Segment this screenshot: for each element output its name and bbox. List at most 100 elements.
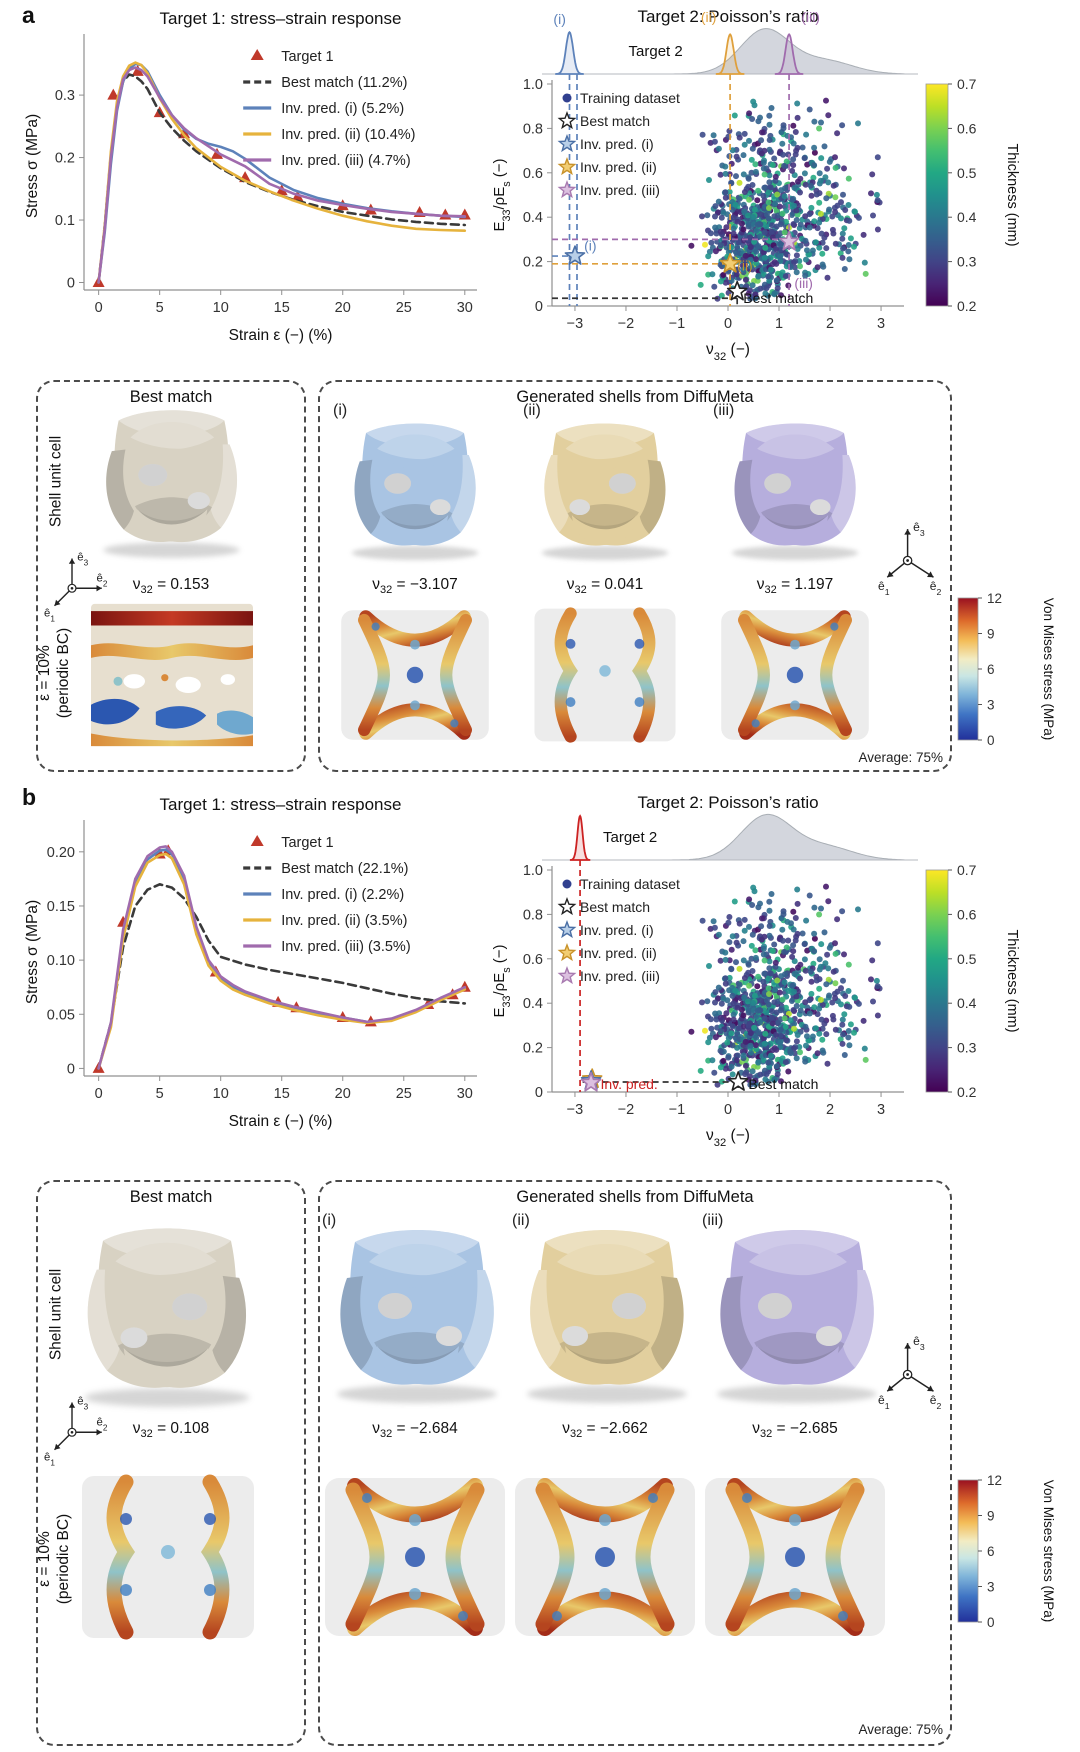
- row-label-strain-bc-a: ε = 10% (periodic BC): [35, 603, 73, 743]
- svg-text:(ii): (ii): [701, 9, 717, 25]
- best-match-box-b: [36, 1180, 306, 1746]
- svg-text:2: 2: [826, 1102, 834, 1118]
- svg-text:0: 0: [535, 1085, 543, 1101]
- strain-line-1: ε = 10%: [36, 1531, 53, 1587]
- generated-shells-title-a: Generated shells from DiffuMeta: [516, 388, 754, 406]
- svg-text:ê1: ê1: [44, 607, 55, 623]
- von-mises-render-gen-i-a: [333, 600, 497, 750]
- generated-shells-box-a: [318, 380, 952, 772]
- svg-text:ê3: ê3: [77, 1395, 88, 1411]
- svg-text:Inv. pred. (iii): Inv. pred. (iii): [580, 182, 660, 198]
- svg-text:0.4: 0.4: [523, 210, 543, 226]
- svg-text:Thickness (mm): Thickness (mm): [1004, 143, 1020, 246]
- svg-text:0.2: 0.2: [957, 298, 977, 314]
- best-match-title-b: Best match: [129, 1188, 213, 1206]
- svg-text:Strain ε (−) (%): Strain ε (−) (%): [229, 327, 333, 344]
- svg-text:Target 1: Target 1: [281, 835, 333, 851]
- svg-text:ê3: ê3: [913, 520, 925, 538]
- generated-shells-box-b: [318, 1180, 952, 1746]
- nu-value-gen-ii-b: ν32 = −2.662: [562, 1420, 648, 1441]
- poisson-scatter-chart-b: Target 2: Poisson’s ratio Target 2 −3 −2 −1 0…: [491, 793, 1020, 1149]
- gen-tag-ii-a: (ii): [523, 402, 541, 419]
- svg-text:0: 0: [535, 299, 543, 315]
- svg-text:0.10: 0.10: [47, 953, 75, 969]
- svg-text:ν32 (−): ν32 (−): [706, 1127, 750, 1149]
- svg-text:Best match (22.1%): Best match (22.1%): [281, 861, 408, 877]
- svg-text:(i): (i): [584, 238, 596, 254]
- svg-text:−3: −3: [567, 1102, 584, 1118]
- svg-text:6: 6: [987, 1544, 995, 1559]
- svg-text:0.2: 0.2: [523, 1041, 543, 1057]
- gen-tag-ii-b: (ii): [512, 1212, 530, 1229]
- svg-text:0.3: 0.3: [55, 88, 75, 104]
- average-label-a: Average: 75%: [858, 750, 943, 765]
- nu-value-gen-i-a: ν32 = −3.107: [372, 576, 458, 597]
- svg-text:ê1: ê1: [878, 1393, 890, 1411]
- svg-text:12: 12: [987, 591, 1002, 606]
- shell-render-best-match-a: [84, 400, 259, 562]
- von-mises-render-gen-iii-b: [695, 1462, 895, 1652]
- svg-text:Thickness (mm): Thickness (mm): [1004, 929, 1020, 1032]
- svg-text:E33/ρEs (−): E33/ρEs (−): [491, 158, 513, 231]
- shell-render-gen-i-a: [335, 414, 495, 564]
- nu-value-gen-iii-a: ν32 = 1.197: [756, 576, 834, 597]
- von-mises-render-gen-ii-a: [523, 600, 687, 750]
- svg-text:ê1: ê1: [878, 579, 890, 597]
- svg-text:5: 5: [156, 1086, 164, 1102]
- svg-text:3: 3: [877, 316, 885, 332]
- row-label-shell-unit-cell-a: Shell unit cell: [47, 435, 65, 528]
- svg-text:15: 15: [274, 1086, 290, 1102]
- svg-text:3: 3: [987, 698, 995, 713]
- svg-text:0: 0: [95, 1086, 103, 1102]
- von-mises-render-best-b: [68, 1462, 268, 1652]
- svg-text:ê2: ê2: [97, 572, 108, 588]
- von-mises-render-best-a: [91, 603, 253, 747]
- svg-text:0.6: 0.6: [957, 120, 977, 136]
- svg-text:20: 20: [335, 1086, 351, 1102]
- svg-text:30: 30: [457, 300, 473, 316]
- svg-text:20: 20: [335, 300, 351, 316]
- svg-text:0.1: 0.1: [55, 213, 75, 229]
- svg-text:(i): (i): [553, 11, 565, 27]
- svg-text:Best match: Best match: [580, 113, 650, 129]
- svg-text:Stress σ (MPa): Stress σ (MPa): [24, 900, 41, 1004]
- svg-text:0: 0: [67, 276, 75, 292]
- axis-triad-left-b: ê3 ê2 ê1: [44, 1395, 108, 1467]
- shell-render-best-match-b: [62, 1216, 272, 1412]
- best-match-title-a: Best match: [129, 388, 213, 406]
- svg-text:Target 1: stress–strain respon: Target 1: stress–strain response: [160, 795, 402, 814]
- nu-value-gen-i-b: ν32 = −2.684: [372, 1420, 458, 1441]
- svg-text:−2: −2: [618, 1102, 635, 1118]
- svg-text:1.0: 1.0: [523, 863, 543, 879]
- svg-text:5: 5: [156, 300, 164, 316]
- svg-text:0.05: 0.05: [47, 1007, 75, 1023]
- svg-text:Best match: Best match: [743, 290, 813, 306]
- svg-text:−1: −1: [669, 1102, 686, 1118]
- von-mises-colorbar-a: 0 3 6 9 12 Von Mises stress (MPa): [957, 591, 1056, 748]
- svg-text:25: 25: [396, 300, 412, 316]
- svg-text:0.8: 0.8: [523, 907, 543, 923]
- poisson-scatter-chart-a: Target 2: Poisson’s ratio (i) (ii) (iii) Tar…: [491, 7, 1020, 363]
- nu-value-best-a: ν32 = 0.153: [132, 576, 210, 597]
- svg-text:0.2: 0.2: [523, 255, 543, 271]
- svg-text:10: 10: [213, 300, 229, 316]
- svg-text:ê2: ê2: [930, 579, 942, 597]
- svg-text:Inv. pred. (i) (2.2%): Inv. pred. (i) (2.2%): [281, 887, 404, 903]
- svg-text:6: 6: [987, 662, 995, 677]
- svg-text:2: 2: [826, 316, 834, 332]
- svg-text:Inv. pred. (i) (5.2%): Inv. pred. (i) (5.2%): [281, 101, 404, 117]
- generated-shells-title-b: Generated shells from DiffuMeta: [516, 1188, 754, 1206]
- svg-text:−3: −3: [567, 316, 584, 332]
- nu-value-gen-ii-a: ν32 = 0.041: [566, 576, 644, 597]
- svg-text:1: 1: [775, 1102, 783, 1118]
- svg-text:Target 1: Target 1: [281, 49, 333, 65]
- svg-text:Best match (11.2%): Best match (11.2%): [281, 75, 407, 91]
- svg-text:0.15: 0.15: [47, 899, 75, 915]
- strain-line-1: ε = 10%: [36, 645, 53, 701]
- svg-text:ê2: ê2: [930, 1393, 942, 1411]
- svg-text:0: 0: [724, 1102, 732, 1118]
- svg-text:Target 2: Target 2: [629, 43, 683, 60]
- svg-text:−2: −2: [618, 316, 635, 332]
- svg-text:0.6: 0.6: [957, 906, 977, 922]
